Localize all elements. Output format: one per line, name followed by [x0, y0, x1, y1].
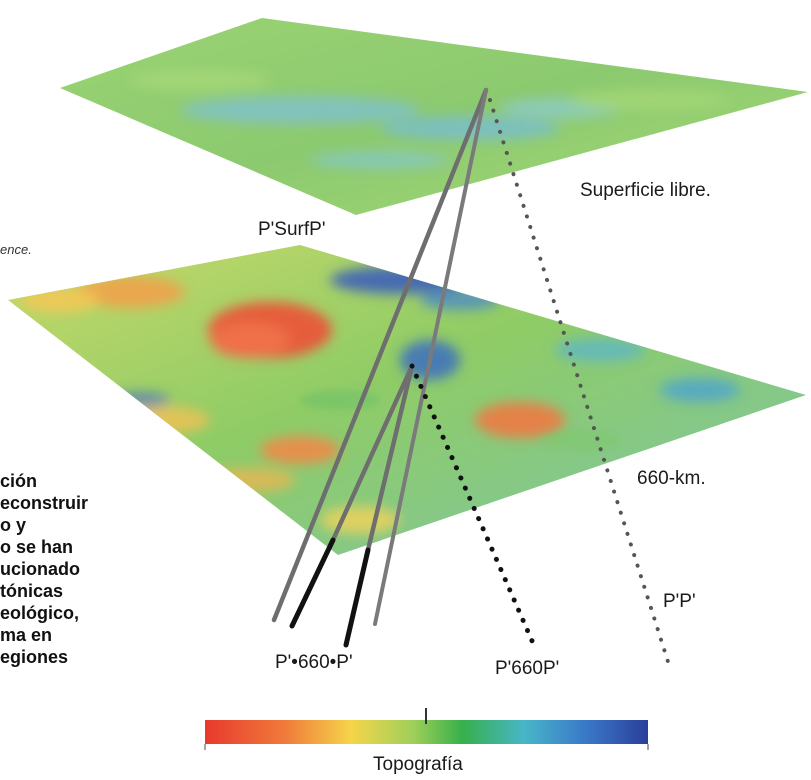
- body-text-line: ma en: [0, 625, 53, 645]
- colorbar-title: Topografía: [373, 754, 463, 775]
- p-dot-660-label: P'•660•P': [275, 652, 353, 673]
- topography-colorbar: [204, 708, 649, 750]
- free-surface-plane: [60, 18, 808, 215]
- free-surface-label: Superficie libre.: [580, 180, 711, 201]
- body-text-line: ucionado: [0, 559, 80, 579]
- cropped-caption-fragment: ence.: [0, 242, 32, 257]
- ray-660-left-gray: [330, 363, 415, 543]
- body-text-line: tónicas: [0, 581, 64, 601]
- ray-surf-right: [373, 88, 488, 626]
- surf-ray-label: P'SurfP': [258, 219, 326, 240]
- ray-660-left-black: [289, 537, 336, 629]
- pp-label: P'P': [663, 591, 696, 612]
- ray-pp-dotted: [488, 98, 672, 670]
- body-text-line: o y: [0, 515, 27, 535]
- body-text-line: o se han: [0, 537, 74, 557]
- p660p-label: P'660P': [495, 658, 560, 679]
- cropped-body-text: ción econstruir o y o se han ucionado tó…: [0, 470, 140, 668]
- ray-surf-left: [271, 87, 489, 623]
- ray-660-right-black: [343, 547, 371, 648]
- body-text-line: eológico,: [0, 603, 80, 623]
- ray-paths: [271, 87, 672, 670]
- body-text-line: egiones: [0, 647, 69, 667]
- body-text-line: ción: [0, 471, 38, 491]
- body-text-line: econstruir: [0, 493, 89, 513]
- km660-label: 660-km.: [637, 468, 706, 489]
- ray-660-right-gray: [365, 363, 415, 553]
- ray-p660p-dotted: [409, 363, 539, 653]
